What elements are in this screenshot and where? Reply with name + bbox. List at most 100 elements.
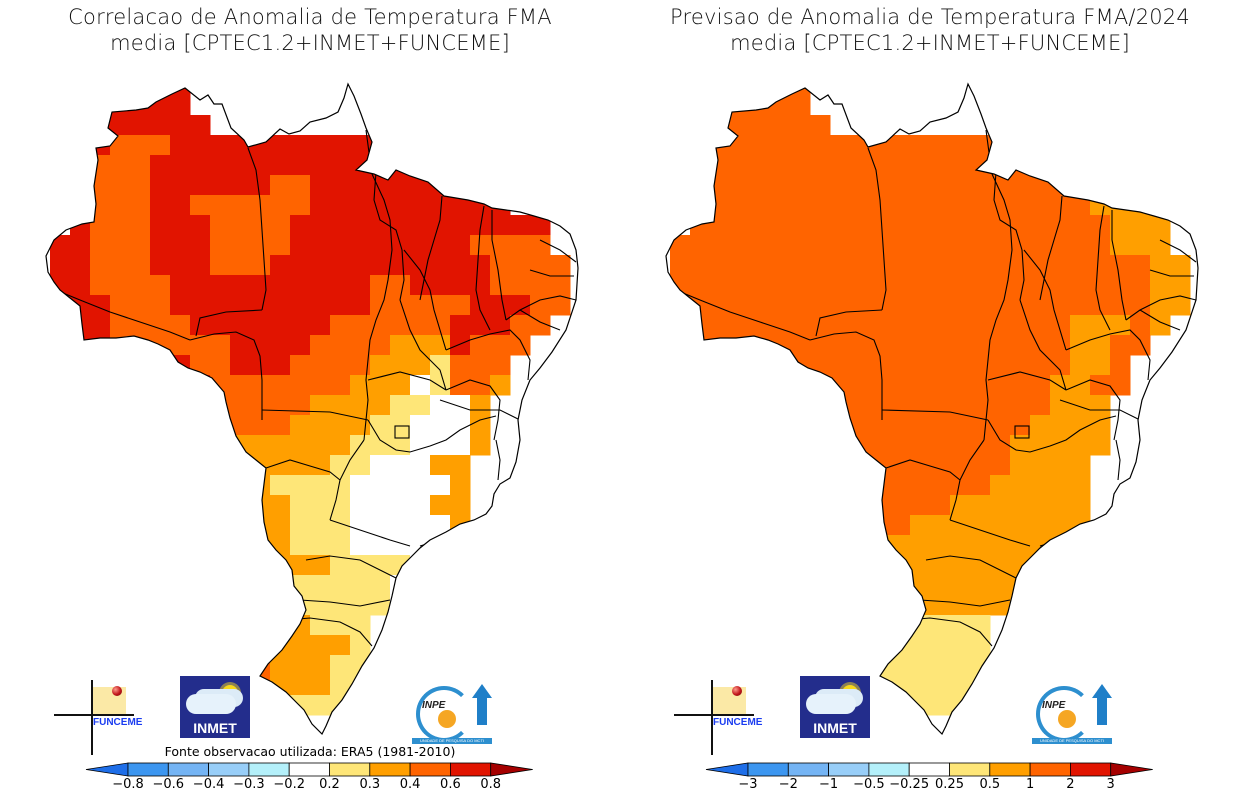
grid-cell [370,515,391,536]
grid-cell [170,435,191,456]
grid-cell [130,195,151,216]
grid-cell [870,435,891,456]
grid-cell [350,275,371,296]
grid-cell [250,555,271,576]
grid-cell [890,495,911,516]
grid-cell [90,195,111,216]
grid-cell [350,535,371,556]
grid-cell [130,275,151,296]
state-border [809,331,883,420]
grid-cell [970,375,991,396]
grid-cell [770,655,791,676]
grid-cell [790,175,811,196]
grid-cell [350,295,371,316]
state-border [505,295,577,321]
grid-cell [370,195,391,216]
grid-cell [910,275,931,296]
grid-cell [90,355,111,376]
grid-cell [910,655,931,676]
grid-cell [290,355,311,376]
grid-cell [70,175,91,196]
grid-cell [1030,535,1051,556]
grid-cell [930,455,951,476]
grid-cell [330,695,351,716]
grid-cell [190,315,211,336]
grid-cell [170,215,191,236]
grid-cell [1050,295,1071,316]
grid-cell [830,295,851,316]
grid-cell [850,555,871,576]
grid-cell [1050,395,1071,416]
grid-cell [190,335,211,356]
grid-cell [850,275,871,296]
state-border [1149,269,1194,277]
grid-cell [130,215,151,236]
grid-cell [870,215,891,236]
grid-cell [410,95,431,116]
grid-cell [870,415,891,436]
grid-cell [850,395,871,416]
grid-cell [210,335,231,356]
grid-cell [990,515,1011,536]
grid-cell [710,255,731,276]
grid-cell [530,215,551,236]
grid-cell [850,235,871,256]
grid-cell [410,475,431,496]
state-border [439,399,521,421]
grid-cell [790,475,811,496]
grid-cell [190,135,211,156]
grid-cell [250,615,271,636]
grid-cell [1050,255,1071,276]
grid-cell [910,235,931,256]
grid-cell [250,255,271,276]
grid-cell [210,595,231,616]
grid-cell [310,475,331,496]
grid-cell [230,175,251,196]
grid-cell [910,175,931,196]
grid-cell [910,355,931,376]
grid-cell [310,455,331,476]
grid-cell [170,355,191,376]
grid-cell [710,315,731,336]
grid-cell [450,335,471,356]
grid-cell [790,95,811,116]
grid-cell [270,135,291,156]
grid-cell [850,575,871,596]
grid-cell [70,235,91,256]
grid-cell [990,295,1011,316]
grid-cell [1030,155,1051,176]
grid-cell [970,175,991,196]
grid-cell [210,355,231,376]
grid-cell [470,415,491,436]
panel-forecast: Previsao de Anomalia de Temperatura FMA/… [620,0,1240,802]
grid-cell [170,155,191,176]
grid-cell [730,295,751,316]
grid-cell [170,195,191,216]
grid-cell [270,495,291,516]
grid-cell [990,335,1011,356]
funceme-logo: FUNCEME [54,680,142,755]
grid-cell [1030,315,1051,336]
grid-cell [290,655,311,676]
grid-cell [390,115,411,136]
grid-cell [1150,235,1171,256]
grid-cell [190,255,211,276]
choropleth-map [45,82,579,736]
grid-cell [330,655,351,676]
grid-cell [150,175,171,196]
grid-cell [950,255,971,276]
grid-cell [890,415,911,436]
grid-cell [390,495,411,516]
state-border [46,285,191,341]
grid-cell [130,115,151,136]
grid-cell [830,275,851,296]
grid-cell [290,435,311,456]
grid-cell [190,535,211,556]
grid-cell [1050,195,1071,216]
grid-cell [410,295,431,316]
grid-cell [910,375,931,396]
grid-cell [150,235,171,256]
grid-cell [850,255,871,276]
grid-cell [1110,235,1131,256]
grid-cell [990,475,1011,496]
